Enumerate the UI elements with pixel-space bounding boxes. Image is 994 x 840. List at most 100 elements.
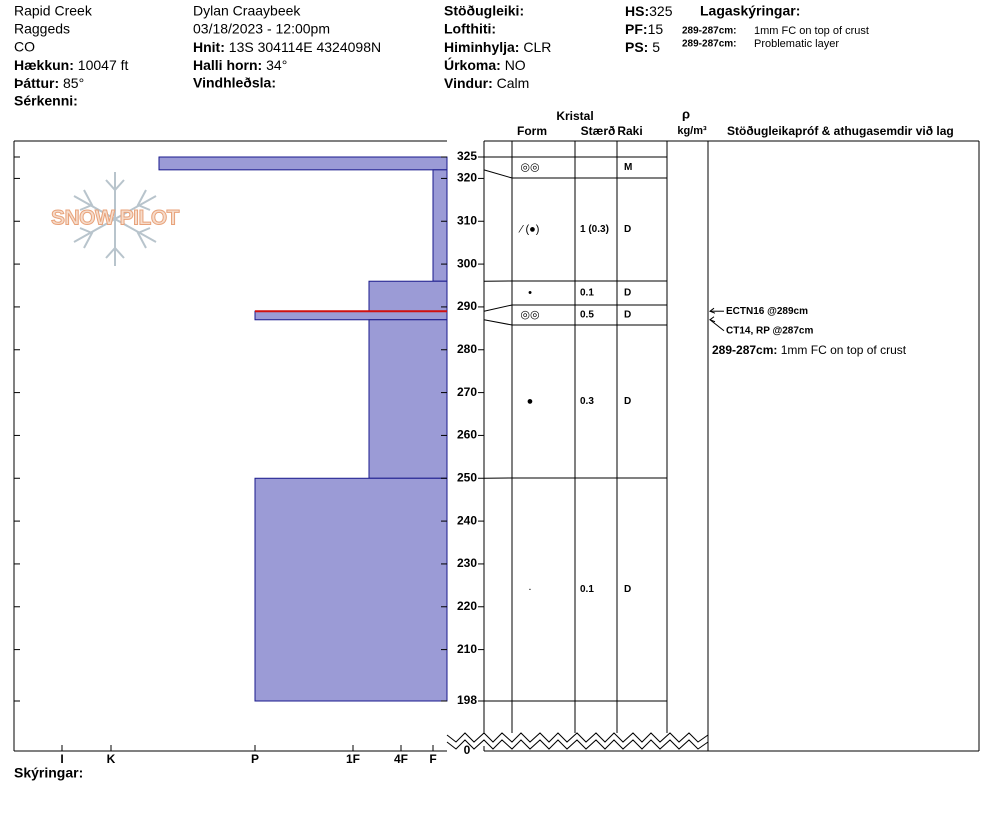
label: Hækkun:	[14, 57, 74, 73]
elevation: Hækkun: 10047 ft	[14, 57, 129, 73]
logo: SNOW PILOT	[51, 207, 180, 230]
depth-label: 320	[457, 171, 477, 185]
hardness-label: P	[251, 752, 259, 766]
depth-label: 240	[457, 513, 477, 527]
value: CLR	[523, 39, 551, 55]
note-range: 289-287cm:	[682, 26, 736, 37]
label: Halli horn:	[193, 57, 262, 73]
layer-notes-title: Lagaskýringar:	[700, 3, 800, 19]
sky: Himinhylja: CLR	[444, 39, 551, 55]
col-moisture: Raki	[617, 124, 642, 138]
value: Calm	[497, 75, 530, 91]
hardness-bar	[254, 310, 448, 321]
depth-label: 300	[457, 256, 477, 270]
hardness-label: 4F	[394, 752, 408, 766]
label: HS:	[625, 3, 649, 19]
value: 85°	[63, 75, 84, 91]
hardness-bar	[368, 319, 448, 479]
grain-form: ◎◎	[520, 309, 539, 321]
grain-size: 1 (0.3)	[580, 224, 609, 235]
notes-label: Skýringar:	[14, 765, 83, 781]
col-density: ρ	[682, 106, 690, 121]
label: Vindur:	[444, 75, 493, 91]
grain-form: ◎◎	[520, 161, 539, 173]
observer: Dylan Craaybeek	[193, 3, 301, 19]
depth-label: 198	[457, 693, 477, 707]
hardness-bar	[368, 280, 448, 312]
range: Raggeds	[14, 21, 70, 37]
depth-label: 0	[464, 743, 471, 757]
moisture: D	[624, 288, 631, 299]
wind: Vindur: Calm	[444, 75, 529, 91]
label: Þáttur:	[14, 75, 59, 91]
arrow-head	[708, 307, 716, 314]
wind-loading: Vindhleðsla:	[193, 75, 276, 91]
comment-range: 289-287cm:	[712, 343, 777, 357]
note-text: 1mm FC on top of crust	[754, 25, 869, 37]
label: PF:	[625, 21, 648, 37]
col-tests: Stöðugleikapróf & athugasemdir við lag	[727, 124, 954, 138]
label: PS:	[625, 39, 648, 55]
grain-form: ●	[527, 395, 534, 407]
value: 15	[648, 21, 664, 37]
value: NO	[505, 57, 526, 73]
arrow-head	[708, 316, 716, 323]
moisture: D	[624, 224, 631, 235]
test-arrow	[709, 319, 725, 332]
note-range: 289-287cm:	[682, 39, 736, 50]
logo-flake	[73, 172, 157, 266]
col-density-unit: kg/m³	[677, 125, 707, 137]
depth-label: 250	[457, 470, 477, 484]
location: Rapid Creek	[14, 3, 93, 19]
hardness-label: K	[107, 752, 116, 766]
value: 34°	[266, 57, 287, 73]
coords: Hnit: 13S 304114E 4324098N	[193, 39, 381, 55]
grain-size: 0.1	[580, 288, 594, 299]
grain-size: 0.3	[580, 396, 594, 407]
hardness-bar	[158, 156, 448, 171]
value: 325	[649, 3, 673, 19]
aspect: Þáttur: 85°	[14, 75, 84, 91]
label: Hnit:	[193, 39, 225, 55]
depth-label: 325	[457, 149, 477, 163]
grain-form: ·	[528, 583, 532, 595]
depth-label: 310	[457, 213, 477, 227]
col-form: Form	[517, 124, 547, 138]
depth-label: 270	[457, 385, 477, 399]
slope: Halli horn: 34°	[193, 57, 287, 73]
grain-form: •	[528, 287, 532, 299]
frame	[13, 140, 980, 752]
hardness-bar	[254, 477, 448, 702]
precip: Úrkoma: NO	[444, 56, 526, 73]
stability: Stöðugleiki:	[444, 3, 524, 19]
state: CO	[14, 39, 35, 55]
layer-connector	[483, 169, 513, 179]
grain-size: 0.1	[580, 584, 594, 595]
label: Úrkoma:	[444, 56, 501, 73]
layer-connector	[483, 304, 513, 312]
moisture: D	[624, 584, 631, 595]
moisture: M	[624, 162, 632, 173]
comment: 289-287cm: 1mm FC on top of crust	[712, 343, 907, 357]
datetime: 03/18/2023 - 12:00pm	[193, 21, 330, 37]
value: 5	[652, 39, 660, 55]
depth-label: 290	[457, 299, 477, 313]
grain-size: 0.5	[580, 310, 594, 321]
hardness-label: 1F	[346, 752, 360, 766]
col-size: Stærð	[581, 124, 616, 138]
hs: HS:325	[625, 3, 673, 19]
depth-label: 280	[457, 342, 477, 356]
hardness-label: F	[429, 752, 436, 766]
value: 13S 304114E 4324098N	[229, 39, 381, 55]
hardness-label: I	[60, 752, 63, 766]
comment-text: 1mm FC on top of crust	[781, 343, 907, 357]
ps: PS: 5	[625, 39, 660, 55]
air-temp: Lofthiti:	[444, 21, 496, 37]
layer-notes: 289-287cm: 1mm FC on top of crust 289-287c…	[682, 25, 869, 50]
depth-label: 260	[457, 428, 477, 442]
moisture: D	[624, 396, 631, 407]
features: Sérkenni:	[14, 93, 78, 109]
depth-label: 220	[457, 599, 477, 613]
grain-form: ⁄ (●)	[518, 223, 540, 235]
